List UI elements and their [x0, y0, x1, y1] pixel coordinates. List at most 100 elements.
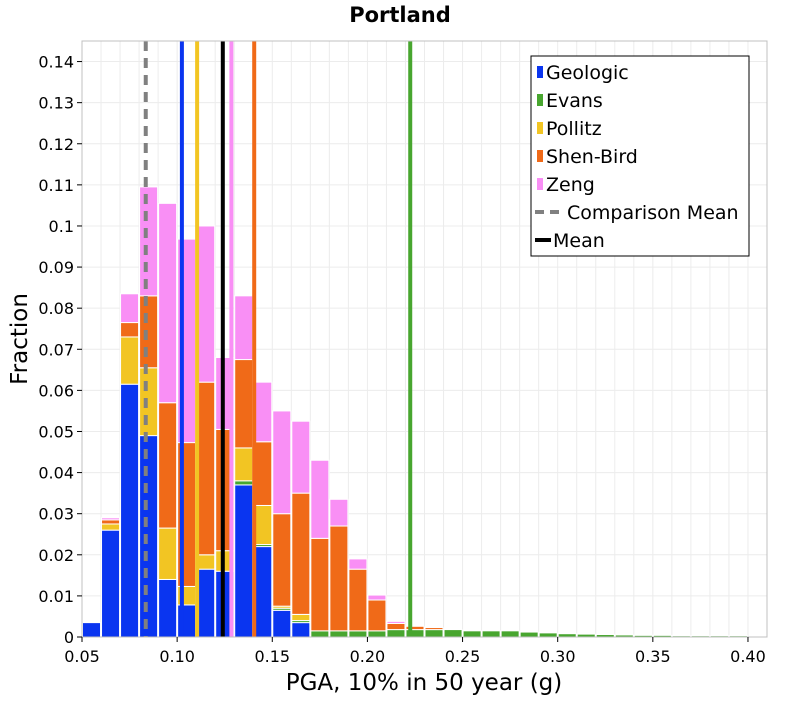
y-tick-label: 0.04: [38, 464, 74, 483]
bar-shen-bird: [101, 519, 121, 525]
bar-pollitz: [139, 367, 159, 437]
bar-zeng: [367, 594, 387, 601]
bar-shen-bird: [386, 622, 406, 631]
y-axis-label: Fraction: [7, 293, 33, 385]
bar-shen-bird: [120, 322, 140, 338]
bar-shen-bird: [291, 492, 311, 615]
legend-label: Shen-Bird: [546, 146, 638, 168]
bar-evans: [234, 480, 254, 486]
bar-shen-bird: [234, 359, 254, 449]
bar-zeng: [158, 202, 178, 404]
bar-zeng: [139, 186, 159, 297]
bar-shen-bird: [196, 381, 216, 556]
y-tick-label: 0.01: [38, 587, 74, 606]
legend-swatch: [537, 122, 543, 134]
bar-geologic: [158, 578, 178, 638]
bar-evans: [310, 630, 330, 638]
bar-evans: [538, 632, 558, 638]
x-tick-label: 0.30: [540, 647, 576, 666]
y-tick-label: 0: [64, 628, 74, 647]
y-tick-label: 0.02: [38, 546, 74, 565]
bar-geologic: [196, 568, 216, 638]
bar-evans: [519, 631, 539, 638]
bar-geologic: [82, 622, 102, 638]
legend-swatch: [537, 178, 543, 190]
x-tick-label: 0.40: [730, 647, 766, 666]
y-tick-label: 0.05: [38, 422, 74, 441]
bar-shen-bird: [329, 525, 349, 632]
bar-geologic: [101, 529, 121, 638]
bar-zeng: [348, 558, 368, 570]
bar-geologic: [253, 546, 273, 638]
y-tick-label: 0.11: [38, 176, 74, 195]
chart-title: Portland: [349, 3, 451, 27]
x-tick-label: 0.15: [254, 647, 290, 666]
bar-zeng: [196, 225, 216, 383]
y-tick-label: 0.14: [38, 53, 74, 72]
y-tick-label: 0.08: [38, 299, 74, 318]
bar-shen-bird: [310, 537, 330, 632]
bar-geologic: [234, 484, 254, 638]
bar-zeng: [120, 293, 140, 324]
x-tick-label: 0.35: [635, 647, 671, 666]
legend-label: Comparison Mean: [567, 202, 739, 224]
legend-swatch: [537, 150, 543, 162]
mean-lines: [143, 41, 413, 637]
x-axis-label: PGA, 10% in 50 year (g): [286, 670, 563, 696]
bar-evans: [462, 630, 482, 638]
bar-shen-bird: [405, 625, 425, 631]
bar-zeng: [234, 295, 254, 361]
x-tick-label: 0.20: [350, 647, 386, 666]
legend-swatch: [537, 66, 543, 78]
legend-label: Evans: [546, 90, 603, 112]
bar-pollitz: [253, 504, 273, 546]
x-axis-ticks: 0.05 0.10 0.15 0.20 0.25 0.30 0.35 0.40: [64, 637, 766, 666]
bar-evans: [481, 630, 501, 638]
plot-border: [81, 40, 768, 638]
bar-evans: [329, 630, 349, 638]
legend-label: Geologic: [546, 62, 629, 84]
bar-evans: [443, 629, 463, 638]
bar-pollitz: [120, 336, 140, 385]
y-tick-label: 0.06: [38, 381, 74, 400]
bar-pollitz: [291, 613, 311, 622]
bar-shen-bird: [424, 627, 444, 631]
bar-shen-bird: [139, 295, 159, 369]
bar-pollitz: [196, 554, 216, 570]
bar-zeng: [310, 459, 330, 539]
bar-evans: [348, 630, 368, 638]
bar-shen-bird: [158, 402, 178, 529]
bar-zeng: [329, 498, 349, 527]
legend: Geologic Evans Pollitz Shen-Bird Zeng Compari…: [530, 55, 750, 257]
bar-evans: [500, 630, 520, 638]
bar-evans: [424, 629, 444, 638]
bar-pollitz: [234, 447, 254, 482]
y-tick-label: 0.1: [49, 217, 74, 236]
legend-label: Mean: [553, 230, 605, 252]
y-tick-label: 0.13: [38, 94, 74, 113]
x-tick-label: 0.25: [445, 647, 481, 666]
bar-geologic: [120, 383, 140, 638]
legend-label: Zeng: [546, 174, 595, 196]
x-tick-label: 0.05: [64, 647, 100, 666]
y-tick-label: 0.09: [38, 258, 74, 277]
legend-swatch: [537, 94, 543, 106]
bar-evans: [386, 629, 406, 638]
bar-shen-bird: [367, 599, 387, 632]
y-axis-ticks: 0 0.01 0.02 0.03 0.04 0.05 0.06 0.07 0.08 0.09 0.1…: [38, 53, 82, 647]
bar-geologic: [139, 435, 159, 638]
bar-shen-bird: [348, 568, 368, 632]
bar-zeng: [386, 620, 406, 624]
bar-zeng: [101, 517, 121, 521]
legend-box: [530, 55, 750, 257]
y-tick-label: 0.12: [38, 135, 74, 154]
x-tick-label: 0.10: [159, 647, 195, 666]
bar-zeng: [253, 381, 273, 443]
bar-evans: [367, 630, 387, 638]
bar-geologic: [272, 609, 292, 638]
bar-zeng: [291, 420, 311, 494]
y-tick-label: 0.03: [38, 505, 74, 524]
bar-shen-bird: [253, 441, 273, 506]
bar-shen-bird: [272, 513, 292, 607]
